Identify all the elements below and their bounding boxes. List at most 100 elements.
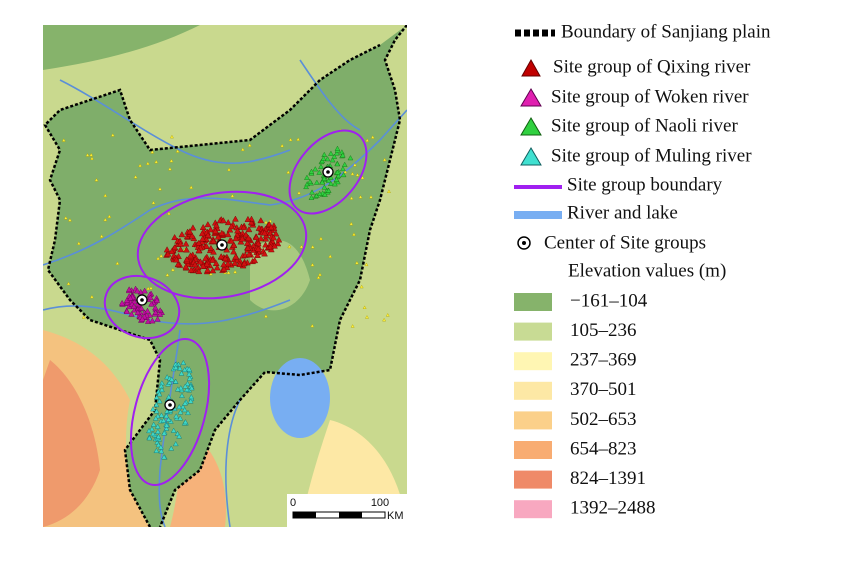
- legend-title: Elevation values (m): [568, 260, 726, 281]
- site: [67, 218, 72, 222]
- scale-bar: [339, 512, 362, 518]
- site: [240, 147, 245, 151]
- site: [158, 444, 164, 450]
- site: [185, 409, 191, 416]
- site: [207, 244, 215, 251]
- site: [261, 250, 268, 257]
- site: [226, 270, 231, 275]
- site: [169, 158, 174, 163]
- site: [370, 135, 375, 139]
- site: [352, 232, 356, 236]
- site: [188, 232, 196, 239]
- site: [153, 401, 160, 408]
- site: [133, 174, 138, 179]
- elevation-label: 237–369: [570, 350, 637, 371]
- site: [197, 258, 204, 265]
- site: [365, 138, 370, 142]
- site: [187, 398, 194, 404]
- site: [358, 194, 363, 199]
- river: [43, 299, 291, 325]
- site: [251, 257, 259, 264]
- legend-symbol: [520, 88, 542, 107]
- site: [155, 428, 161, 434]
- scale-bar: [293, 512, 316, 518]
- site: [154, 423, 161, 429]
- site: [153, 394, 160, 400]
- site: [167, 167, 172, 171]
- site: [334, 161, 341, 167]
- center-dot: [140, 298, 144, 302]
- site: [184, 380, 191, 386]
- site: [318, 272, 322, 277]
- site: [236, 260, 243, 267]
- site: [94, 177, 99, 182]
- site: [245, 226, 253, 233]
- site: [195, 268, 203, 275]
- site: [204, 231, 212, 238]
- site: [335, 172, 342, 179]
- site: [191, 261, 199, 268]
- site: [63, 215, 68, 220]
- site: [148, 300, 155, 307]
- site: [195, 247, 203, 254]
- site: [139, 315, 146, 322]
- site: [158, 412, 165, 418]
- site: [161, 430, 167, 436]
- site: [172, 378, 179, 384]
- site: [186, 366, 192, 372]
- site: [203, 260, 211, 267]
- site: [262, 241, 269, 248]
- site: [334, 169, 341, 175]
- site: [175, 149, 180, 153]
- site: [103, 217, 108, 222]
- site: [316, 190, 323, 196]
- legend-label: Site group of Muling river: [551, 145, 752, 166]
- site: [319, 236, 323, 241]
- site: [267, 224, 275, 231]
- legend-label: Boundary of Sanjiang plain: [561, 21, 771, 42]
- site: [151, 200, 156, 205]
- legend-symbol: [520, 147, 542, 166]
- site: [165, 416, 172, 422]
- site: [156, 391, 163, 397]
- site: [138, 305, 145, 311]
- site: [350, 171, 355, 176]
- site: [352, 163, 357, 167]
- site: [213, 264, 221, 271]
- site: [224, 219, 232, 226]
- site: [240, 260, 248, 267]
- site: [131, 298, 138, 305]
- site: [186, 228, 194, 235]
- site: [160, 417, 167, 423]
- site: [153, 447, 160, 454]
- site: [328, 254, 333, 258]
- site: [264, 220, 268, 224]
- site: [174, 386, 181, 392]
- site: [90, 156, 94, 160]
- site: [174, 261, 182, 268]
- site: [150, 431, 156, 437]
- site: [186, 371, 192, 377]
- site: [118, 299, 126, 306]
- site: [188, 385, 195, 391]
- site: [199, 223, 207, 230]
- site: [341, 161, 348, 167]
- site: [158, 448, 165, 454]
- site: [163, 413, 170, 419]
- site: [296, 137, 301, 141]
- site: [184, 386, 190, 392]
- site: [313, 179, 320, 185]
- site: [316, 169, 323, 175]
- site: [218, 229, 226, 236]
- site: [385, 313, 390, 317]
- site: [149, 286, 153, 290]
- site: [343, 169, 348, 174]
- site: [153, 297, 161, 303]
- site: [340, 165, 346, 172]
- legend-label: Site group boundary: [567, 174, 723, 195]
- site: [159, 253, 164, 258]
- site: [232, 235, 240, 242]
- site: [152, 304, 159, 311]
- plain: [45, 25, 407, 527]
